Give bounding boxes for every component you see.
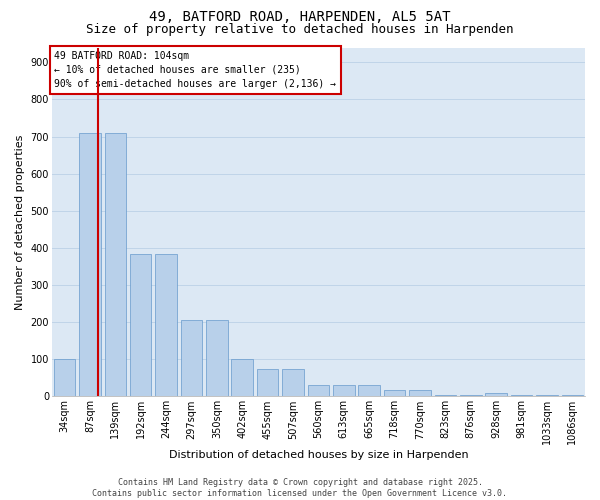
Bar xyxy=(485,394,507,396)
Bar xyxy=(511,394,532,396)
Bar xyxy=(130,254,151,396)
Bar xyxy=(358,386,380,396)
Bar xyxy=(409,390,431,396)
Bar xyxy=(232,360,253,397)
Bar xyxy=(206,320,227,396)
Bar xyxy=(460,394,482,396)
Bar xyxy=(155,254,177,396)
Bar xyxy=(562,394,583,396)
Text: 49 BATFORD ROAD: 104sqm
← 10% of detached houses are smaller (235)
90% of semi-d: 49 BATFORD ROAD: 104sqm ← 10% of detache… xyxy=(55,51,337,89)
Bar xyxy=(257,368,278,396)
Bar xyxy=(434,394,456,396)
Text: Size of property relative to detached houses in Harpenden: Size of property relative to detached ho… xyxy=(86,22,514,36)
Text: Contains HM Land Registry data © Crown copyright and database right 2025.
Contai: Contains HM Land Registry data © Crown c… xyxy=(92,478,508,498)
Bar xyxy=(104,133,126,396)
Bar xyxy=(54,360,76,397)
Bar xyxy=(308,386,329,396)
Bar xyxy=(282,368,304,396)
Bar xyxy=(384,390,406,396)
Bar xyxy=(181,320,202,396)
Bar xyxy=(333,386,355,396)
Text: 49, BATFORD ROAD, HARPENDEN, AL5 5AT: 49, BATFORD ROAD, HARPENDEN, AL5 5AT xyxy=(149,10,451,24)
Y-axis label: Number of detached properties: Number of detached properties xyxy=(15,134,25,310)
X-axis label: Distribution of detached houses by size in Harpenden: Distribution of detached houses by size … xyxy=(169,450,468,460)
Bar xyxy=(79,133,101,396)
